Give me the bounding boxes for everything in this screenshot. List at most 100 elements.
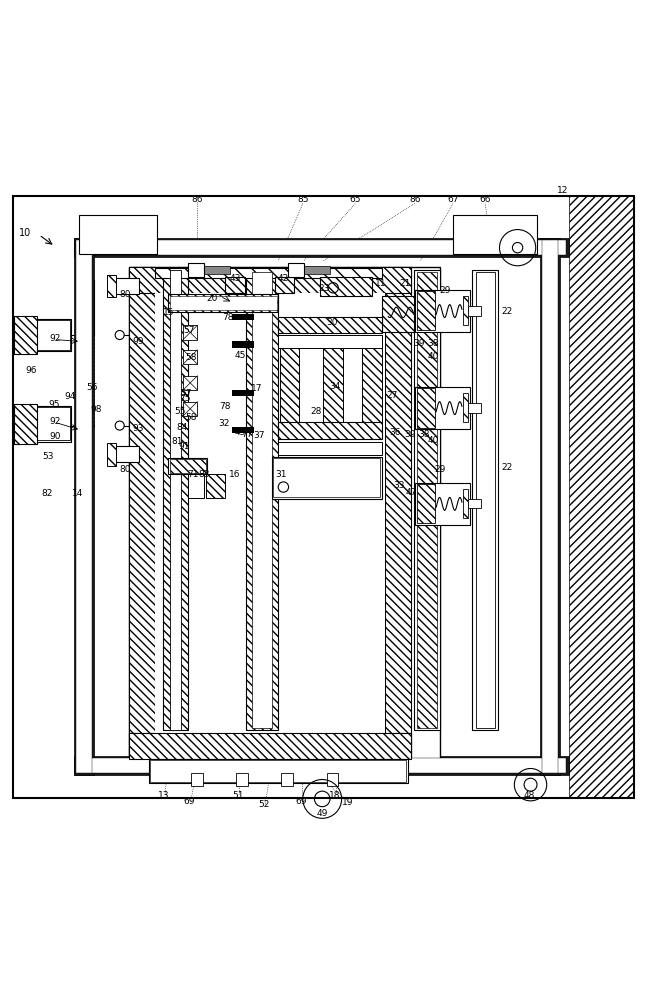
Text: 45: 45 (235, 428, 247, 437)
Bar (278, 442, 382, 455)
Text: 29: 29 (434, 465, 446, 474)
Text: 27: 27 (386, 391, 398, 400)
Bar (382, 296, 414, 332)
Text: 83: 83 (199, 470, 210, 479)
Bar (476, 272, 495, 728)
Text: 81: 81 (171, 437, 183, 446)
Bar (291, 266, 330, 274)
Bar (415, 387, 470, 429)
Text: 53: 53 (43, 452, 54, 461)
Text: 33: 33 (393, 481, 404, 490)
Bar (417, 291, 435, 330)
Bar (183, 350, 197, 364)
Text: 40: 40 (428, 352, 439, 361)
Text: 65: 65 (349, 195, 361, 204)
Bar (34, 320, 70, 350)
Text: 21: 21 (399, 279, 411, 288)
Text: 14: 14 (72, 489, 83, 498)
Text: 12: 12 (557, 186, 569, 195)
Bar (252, 272, 272, 728)
Text: 29: 29 (439, 286, 451, 295)
Text: 98: 98 (90, 405, 102, 414)
Text: 94: 94 (64, 392, 76, 401)
Bar (155, 268, 382, 278)
Text: 67: 67 (447, 195, 459, 204)
Text: 49: 49 (316, 809, 328, 818)
Bar (163, 270, 188, 730)
Bar (107, 275, 116, 297)
Text: 69: 69 (184, 797, 195, 806)
Text: 71: 71 (187, 470, 199, 479)
Text: 92: 92 (49, 334, 61, 343)
Bar (79, 215, 157, 254)
Bar (183, 376, 197, 390)
Text: 47: 47 (406, 488, 417, 497)
Bar (170, 459, 206, 473)
Text: 39: 39 (404, 430, 415, 439)
Bar (32, 406, 71, 442)
Text: 78: 78 (219, 402, 231, 411)
Bar (417, 272, 437, 728)
Text: 78: 78 (223, 313, 234, 322)
Bar (206, 474, 225, 498)
Text: 55: 55 (175, 407, 186, 416)
Bar (170, 296, 277, 310)
Text: 86: 86 (192, 195, 203, 204)
Text: 23: 23 (318, 284, 330, 293)
Bar (150, 760, 406, 782)
Text: 20: 20 (206, 294, 218, 303)
Bar (232, 390, 254, 396)
Text: 43: 43 (229, 274, 241, 283)
Bar (463, 296, 468, 325)
Text: 45: 45 (235, 351, 247, 360)
Bar (453, 215, 537, 254)
Bar (188, 263, 204, 277)
Bar (468, 306, 481, 316)
Text: 96: 96 (25, 366, 37, 375)
Bar (170, 270, 181, 730)
Text: 57: 57 (181, 389, 192, 398)
Text: 86: 86 (409, 195, 421, 204)
Bar (278, 422, 382, 439)
Text: 92: 92 (49, 417, 61, 426)
Bar (414, 270, 440, 730)
Text: 18: 18 (329, 791, 341, 800)
Bar (463, 489, 468, 518)
Text: 99: 99 (132, 337, 144, 346)
Bar (273, 458, 380, 497)
Text: 42: 42 (278, 274, 289, 283)
Bar (78, 240, 566, 255)
Bar (236, 773, 248, 786)
Bar (272, 457, 382, 499)
Text: 51: 51 (232, 791, 244, 800)
Bar (188, 474, 204, 498)
Text: 13: 13 (158, 791, 170, 800)
Text: 22: 22 (501, 307, 512, 316)
Text: 66: 66 (479, 195, 491, 204)
Text: 40: 40 (428, 436, 439, 445)
Bar (14, 404, 37, 444)
Bar (463, 393, 468, 422)
Text: 58: 58 (186, 353, 197, 362)
Bar (468, 403, 481, 413)
Bar (168, 294, 278, 312)
Bar (417, 484, 435, 523)
Bar (472, 270, 498, 730)
Bar (288, 263, 304, 277)
Bar (232, 314, 254, 320)
Bar (74, 238, 94, 775)
Bar (32, 319, 71, 351)
Text: 32: 32 (218, 419, 230, 428)
Bar (34, 407, 70, 440)
Text: 11: 11 (375, 279, 386, 288)
Bar (278, 335, 382, 348)
Bar (415, 483, 470, 525)
Bar (232, 427, 254, 433)
Bar (540, 238, 560, 775)
Bar (569, 196, 634, 798)
Text: 15: 15 (162, 308, 174, 317)
Bar (385, 267, 411, 759)
Bar (129, 733, 411, 759)
Text: 91: 91 (179, 442, 190, 451)
Text: 84: 84 (177, 423, 188, 432)
